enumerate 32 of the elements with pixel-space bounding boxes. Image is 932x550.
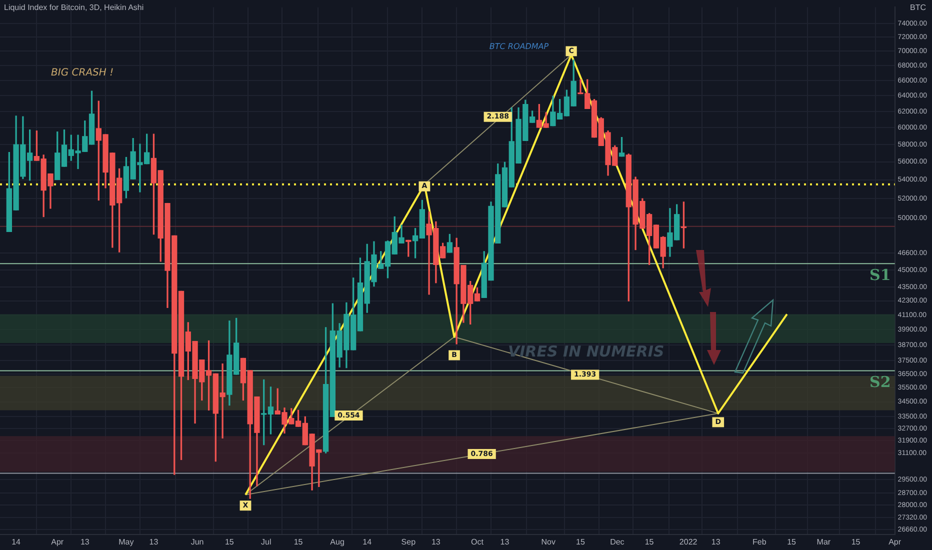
x-tick-label: 13	[500, 537, 510, 546]
x-tick-label: Mar	[816, 537, 831, 546]
ref-line-label: S2	[870, 373, 891, 392]
x-tick-label: 2022	[679, 537, 698, 546]
annotation: BTC ROADMAP	[489, 42, 549, 51]
x-tick-label: 14	[362, 537, 372, 546]
x-tick-label: Jun	[190, 537, 204, 546]
annotation: BIG CRASH !	[51, 68, 114, 79]
x-tick-label: Feb	[752, 537, 767, 546]
x-tick-label: 13	[431, 537, 441, 546]
x-tick-label: 14	[12, 537, 22, 546]
x-tick-label: 15	[576, 537, 586, 546]
x-tick-label: 13	[149, 537, 159, 546]
ref-line-label: S1	[870, 266, 891, 284]
x-tick-label: Jul	[261, 537, 272, 546]
y-axis-title: BTC	[910, 3, 926, 12]
x-tick-label: Oct	[471, 537, 484, 546]
x-tick-label: Apr	[888, 537, 902, 546]
x-tick-label: 15	[644, 537, 654, 546]
x-tick-label: 15	[787, 537, 797, 546]
x-tick-label: May	[118, 537, 134, 546]
x-tick-label: Dec	[610, 537, 624, 546]
x-tick-label: 13	[711, 537, 721, 546]
chart-title: Liquid Index for Bitcoin, 3D, Heikin Ashi	[4, 3, 144, 12]
x-tick-label: Nov	[541, 537, 556, 546]
x-tick-label: 15	[224, 537, 234, 546]
x-tick-label: 15	[294, 537, 304, 546]
x-tick-label: Sep	[401, 537, 416, 546]
x-tick-label: Aug	[330, 537, 344, 546]
x-tick-label: Apr	[51, 537, 64, 546]
x-tick-label: 15	[851, 537, 861, 546]
x-tick-label: 13	[80, 537, 90, 546]
